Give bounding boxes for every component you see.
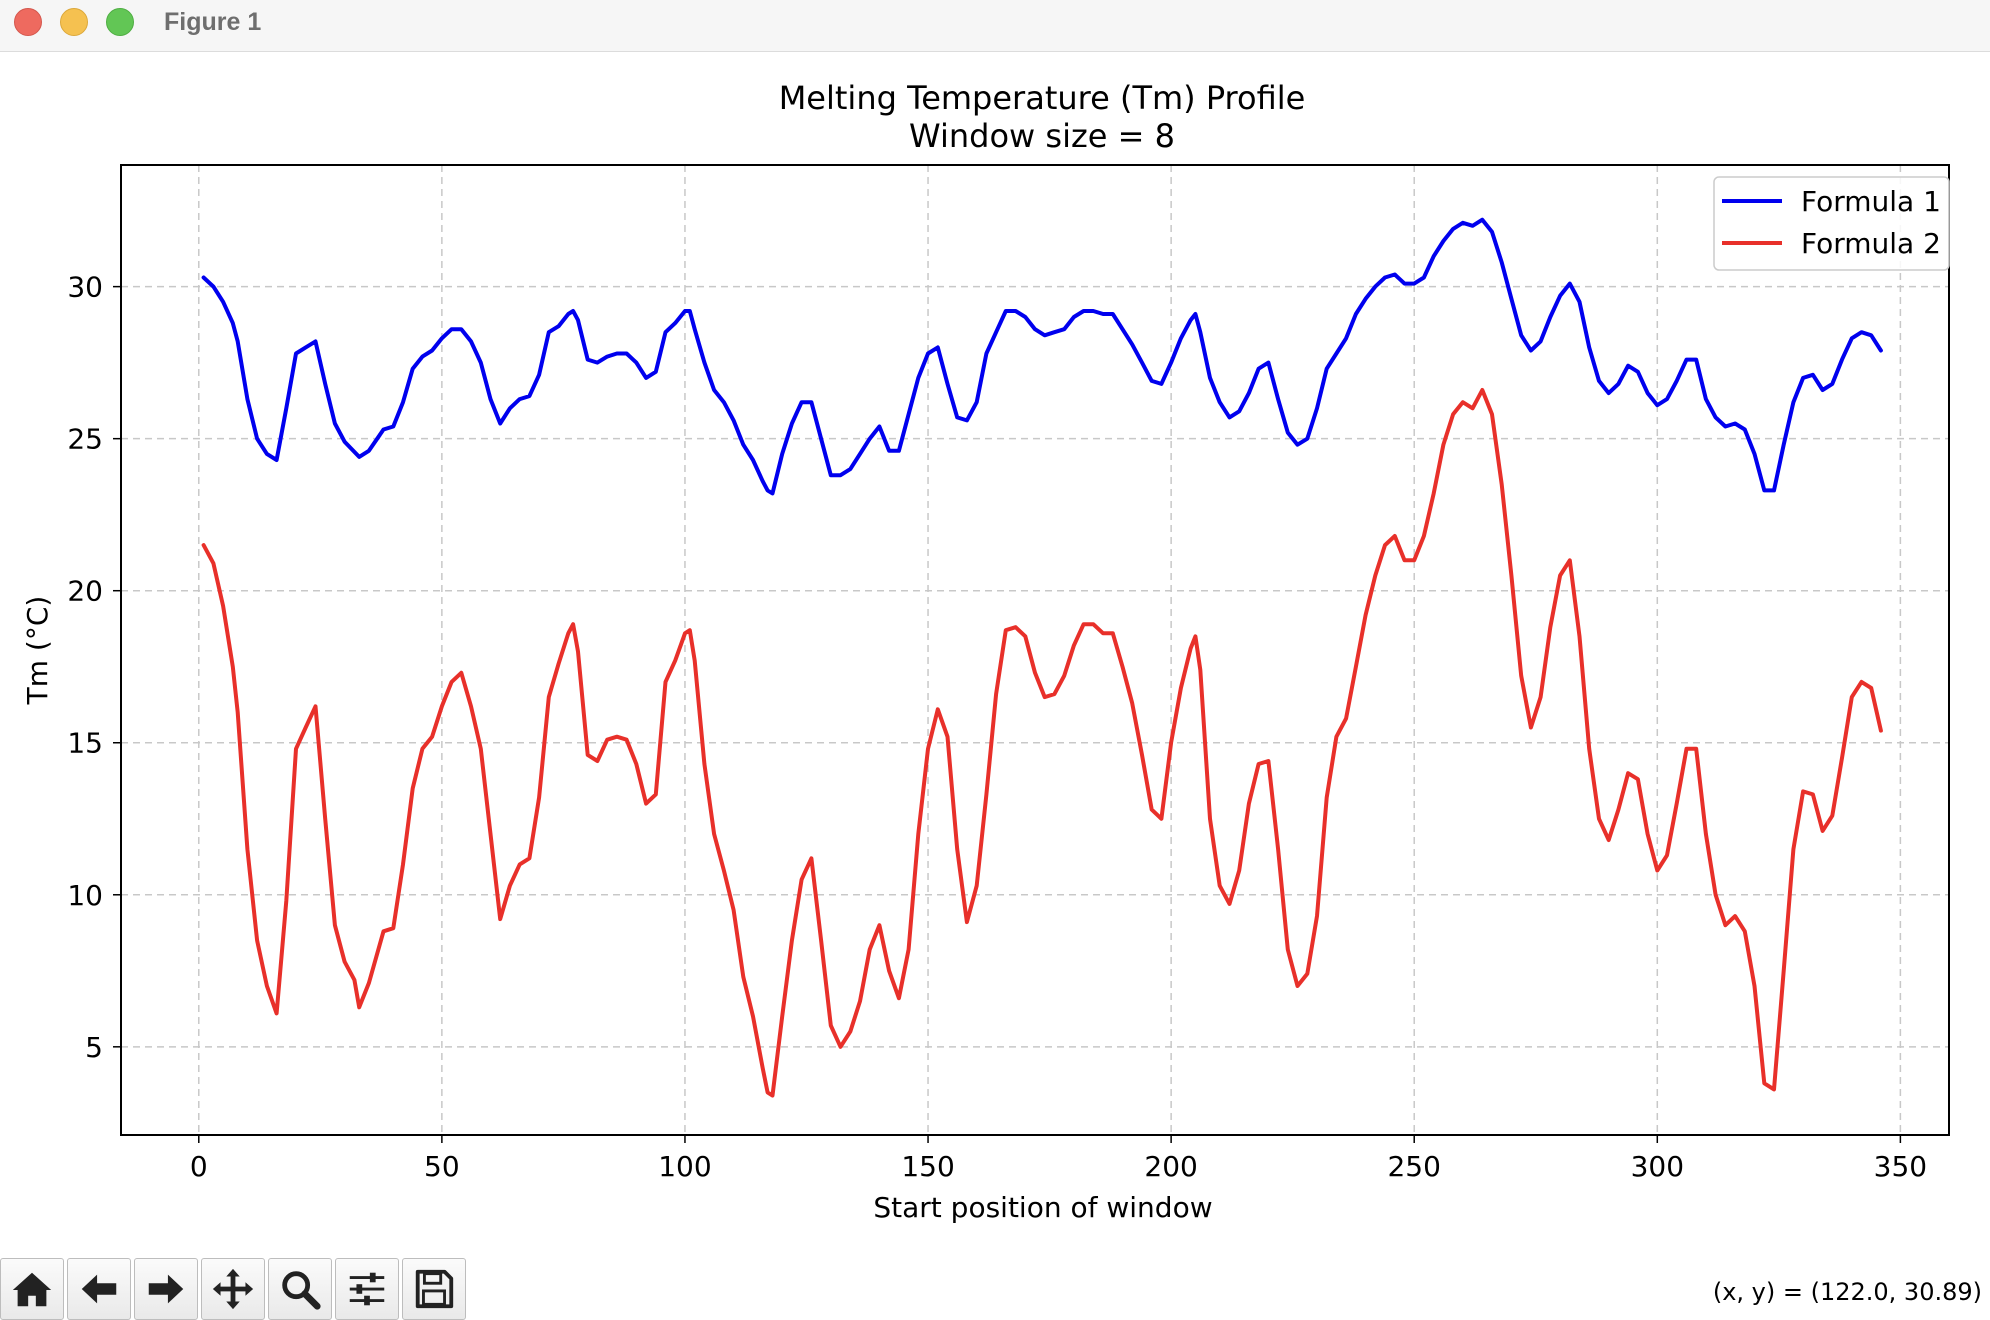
y-tick-label: 15 [67, 727, 103, 760]
save-floppy-icon [415, 1269, 454, 1309]
legend-label-formula-2: Formula 2 [1801, 227, 1941, 260]
cursor-coordinates: (x, y) = (122.0, 30.89) [1712, 1278, 1982, 1306]
legend-label-formula-1: Formula 1 [1801, 185, 1941, 218]
x-tick-label: 150 [901, 1150, 954, 1183]
back-button[interactable] [67, 1258, 131, 1320]
y-tick-label: 10 [67, 879, 103, 912]
configure-subplots-icon [349, 1272, 385, 1306]
series-lines [201, 217, 1883, 1098]
x-tick-label: 300 [1631, 1150, 1684, 1183]
x-tick-label: 100 [658, 1150, 711, 1183]
pan-move-icon [212, 1268, 254, 1310]
x-tick-label: 0 [190, 1150, 208, 1183]
axis-ticks: 0 50 100 150 200 250 300 350 5 10 15 20 25 30 [67, 271, 1927, 1183]
close-window-button[interactable] [14, 8, 42, 36]
navigation-toolbar: (x, y) = (122.0, 30.89) [0, 1256, 1990, 1320]
x-tick-label: 200 [1144, 1150, 1197, 1183]
home-icon [12, 1272, 52, 1307]
x-tick-label: 250 [1387, 1150, 1440, 1183]
minimize-window-button[interactable] [60, 8, 88, 36]
maximize-window-button[interactable] [106, 8, 134, 36]
back-arrow-icon [81, 1274, 117, 1304]
zoom-button[interactable] [268, 1258, 332, 1320]
x-tick-label: 350 [1874, 1150, 1927, 1183]
series-line-formula-1 [201, 217, 1883, 496]
y-tick-label: 5 [85, 1031, 103, 1064]
x-axis-label: Start position of window [873, 1191, 1212, 1224]
window-titlebar: Figure 1 [0, 0, 1990, 52]
configure-subplots-button[interactable] [335, 1258, 399, 1320]
x-tick-label: 50 [424, 1150, 460, 1183]
y-axis-label: Tm (°C) [21, 596, 54, 706]
forward-arrow-icon [148, 1274, 184, 1304]
window-title: Figure 1 [164, 8, 262, 36]
plot-frame [120, 164, 1950, 1136]
home-button[interactable] [0, 1258, 64, 1320]
zoom-magnifier-icon [282, 1271, 321, 1310]
figure-canvas[interactable]: Melting Temperature (Tm) Profile Window … [0, 53, 1990, 1253]
pan-button[interactable] [201, 1258, 265, 1320]
grid-lines [121, 165, 1949, 1135]
forward-button[interactable] [134, 1258, 198, 1320]
chart-title: Melting Temperature (Tm) Profile [779, 79, 1306, 117]
save-button[interactable] [402, 1258, 466, 1320]
tm-profile-chart[interactable]: Melting Temperature (Tm) Profile Window … [0, 53, 1990, 1253]
y-tick-label: 30 [67, 271, 103, 304]
chart-subtitle: Window size = 8 [909, 117, 1175, 155]
y-tick-label: 25 [67, 423, 103, 456]
y-tick-label: 20 [67, 575, 103, 608]
series-line-formula-2 [201, 388, 1883, 1098]
legend: Formula 1 Formula 2 [1713, 176, 1950, 271]
